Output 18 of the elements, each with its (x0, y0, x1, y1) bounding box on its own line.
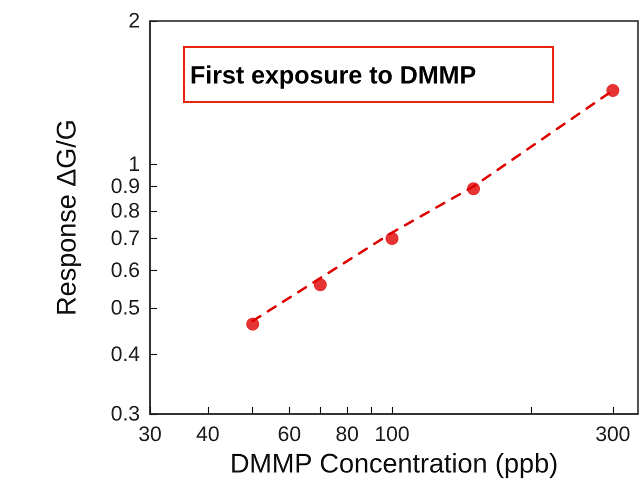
y-tick-label: 0.3 (110, 402, 140, 426)
annotation: First exposure to DMMP (190, 62, 476, 90)
y-tick-label: 0.7 (110, 226, 140, 250)
y-axis-title: Response ΔG/G (52, 119, 82, 316)
y-tick-label: 0.6 (110, 258, 140, 282)
y-tick-label: 2 (128, 10, 140, 32)
y-tick-label: 1 (128, 153, 140, 176)
x-tick-label: 80 (335, 423, 359, 446)
y-tick-label: 0.5 (110, 296, 140, 320)
y-tick-label: 0.9 (110, 174, 140, 198)
x-tick-label: 30 (138, 423, 162, 446)
x-tick-label: 100 (374, 423, 410, 446)
y-tick-label: 0.4 (110, 342, 140, 366)
x-tick-label: 40 (196, 423, 220, 446)
x-tick-label: 60 (278, 423, 302, 446)
x-tick-label: 300 (595, 423, 630, 446)
y-tick-label: 0.8 (110, 199, 140, 222)
x-axis-title: DMMP Concentration (ppb) (230, 448, 558, 478)
